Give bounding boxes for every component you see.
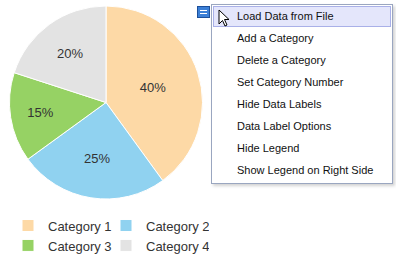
svg-text:Category 2: Category 2 <box>146 219 209 234</box>
html-text:Add a Category: Add a Category <box>237 32 314 44</box>
svg-text:40%: 40% <box>140 80 166 95</box>
svg-text:25%: 25% <box>84 151 110 166</box>
html-text:Data Label Options: Data Label Options <box>237 120 332 132</box>
svg-text:Category 1: Category 1 <box>48 219 112 234</box>
html-text:Delete a Category: Delete a Category <box>237 54 326 66</box>
html-text:Hide Data Labels: Hide Data Labels <box>237 98 322 110</box>
svg-text:20%: 20% <box>57 46 83 61</box>
svg-text:Category 4: Category 4 <box>146 239 209 254</box>
html-text:Show Legend on Right Side: Show Legend on Right Side <box>237 164 374 176</box>
html-text:Load Data from File: Load Data from File <box>237 10 334 22</box>
html-text:Set Category Number: Set Category Number <box>237 76 344 88</box>
html-text:Hide Legend: Hide Legend <box>237 142 300 154</box>
svg-text:Category 3: Category 3 <box>48 239 112 254</box>
svg-text:15%: 15% <box>27 105 53 120</box>
